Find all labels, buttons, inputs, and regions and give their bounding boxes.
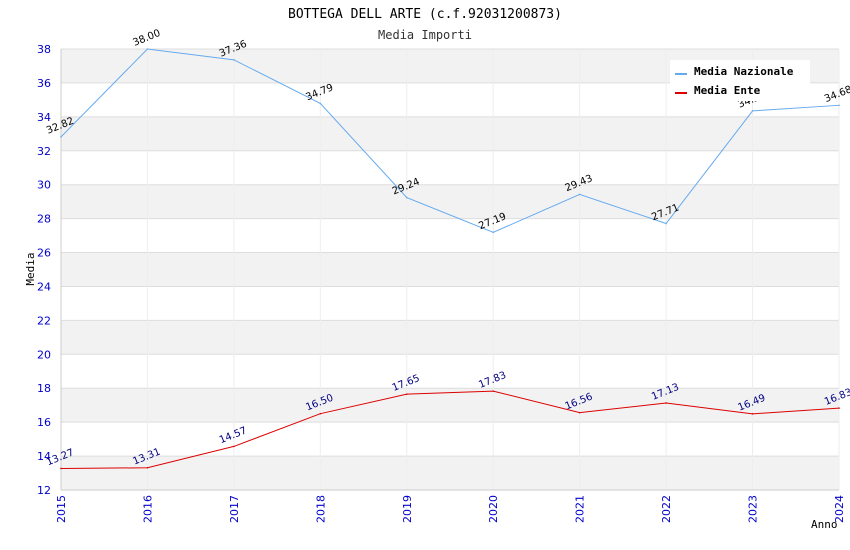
legend-label-media-ente: Media Ente: [694, 84, 761, 97]
series-line-media-ente: [60, 390, 840, 469]
y-tick-label: 34: [37, 111, 51, 124]
data-point: [665, 402, 667, 404]
y-axis-label: Media: [24, 252, 37, 285]
y-axis-ticks: 12 14 16 18 20 22 24 26 28 30 32 34 36 38: [37, 43, 51, 497]
x-tick-label: 2022: [660, 495, 673, 523]
data-point: [492, 390, 495, 392]
legend-background: [670, 60, 810, 101]
chart-subtitle: Media Importi: [378, 28, 472, 42]
y-tick-label: 32: [37, 145, 51, 158]
data-point: [751, 110, 754, 112]
chart-title: BOTTEGA DELL ARTE (c.f.92031200873): [288, 7, 562, 22]
data-point: [838, 104, 840, 107]
x-tick-label: 2023: [747, 495, 760, 523]
legend-label-media-nazionale: Media Nazionale: [694, 65, 794, 78]
y-tick-label: 24: [37, 280, 51, 293]
data-point: [665, 222, 667, 225]
data-point: [60, 467, 62, 470]
data-label: 38.00: [131, 28, 162, 49]
y-tick-label: 18: [37, 382, 51, 395]
data-point: [146, 466, 149, 469]
plot-band: [61, 116, 839, 151]
x-axis-ticks: 2015 2016 2017 2018 2019 2020 2021 2022 2023 2024: [55, 495, 846, 523]
y-tick-label: 26: [37, 247, 51, 260]
data-point: [838, 407, 840, 409]
y-tick-label: 12: [37, 484, 51, 497]
x-axis-label: Anno: [811, 518, 838, 531]
data-point: [405, 393, 408, 395]
plot-band: [61, 456, 839, 490]
data-point: [60, 136, 62, 138]
y-tick-label: 16: [37, 416, 51, 429]
data-point: [492, 231, 495, 234]
plot-band: [61, 388, 839, 423]
y-tick-label: 28: [37, 213, 51, 226]
data-point: [578, 193, 581, 196]
y-tick-label: 38: [37, 43, 51, 56]
series-lines: [60, 48, 840, 470]
legend: Media Nazionale Media Ente: [670, 60, 810, 101]
x-tick-label: 2016: [141, 495, 154, 523]
x-tick-label: 2018: [314, 495, 327, 523]
data-point: [405, 196, 408, 199]
data-point: [751, 413, 754, 415]
x-tick-label: 2021: [574, 495, 587, 523]
data-point: [319, 102, 322, 105]
data-point: [578, 411, 581, 414]
data-point: [319, 412, 322, 415]
plot-band: [61, 184, 839, 219]
data-point: [146, 48, 149, 50]
y-tick-label: 14: [37, 450, 51, 463]
plot-band: [61, 320, 839, 355]
y-tick-label: 36: [37, 77, 51, 90]
x-tick-label: 2024: [833, 495, 846, 523]
data-point: [233, 445, 235, 448]
x-tick-label: 2015: [55, 495, 68, 523]
y-tick-label: 30: [37, 179, 51, 192]
series-line-media-nazionale: [60, 48, 840, 233]
x-tick-label: 2017: [228, 495, 241, 523]
plot-background: [61, 49, 839, 490]
x-tick-label: 2020: [487, 495, 500, 523]
gridlines: [60, 48, 840, 491]
y-tick-label: 22: [37, 314, 51, 327]
plot-band: [61, 252, 839, 287]
data-point: [233, 59, 235, 61]
x-tick-label: 2019: [401, 495, 414, 523]
y-tick-label: 20: [37, 348, 51, 361]
